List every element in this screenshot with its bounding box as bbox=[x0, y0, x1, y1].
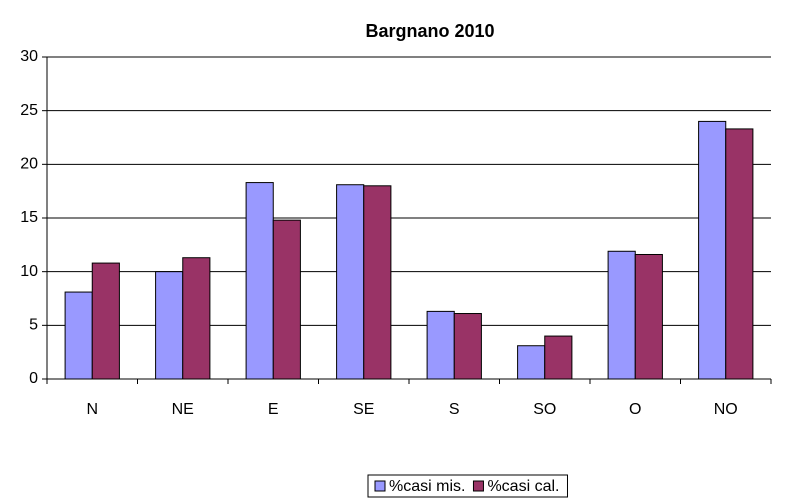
x-tick-label: NO bbox=[714, 401, 738, 418]
bar bbox=[336, 184, 365, 380]
y-tick-label: 20 bbox=[20, 156, 38, 173]
legend-swatch bbox=[374, 480, 386, 492]
x-tick-label: SE bbox=[353, 401, 374, 418]
x-tick-label: SO bbox=[533, 401, 556, 418]
legend-box bbox=[367, 474, 568, 498]
bar bbox=[725, 128, 754, 380]
bar bbox=[91, 262, 120, 380]
y-tick-label: 30 bbox=[20, 48, 38, 65]
bar bbox=[634, 253, 663, 380]
legend-label: %casi cal. bbox=[487, 478, 559, 495]
bar bbox=[426, 310, 455, 380]
y-tick-label: 15 bbox=[20, 209, 38, 226]
bar bbox=[155, 271, 184, 380]
bar bbox=[245, 182, 274, 380]
bar bbox=[363, 185, 392, 380]
x-tick-label: S bbox=[449, 401, 460, 418]
x-tick-label: N bbox=[86, 401, 98, 418]
x-tick-label: E bbox=[268, 401, 279, 418]
bar bbox=[517, 345, 546, 380]
legend-label: %casi mis. bbox=[389, 478, 465, 495]
y-tick-label: 25 bbox=[20, 102, 38, 119]
x-tick-label: O bbox=[629, 401, 641, 418]
y-tick-label: 10 bbox=[20, 263, 38, 280]
bar bbox=[698, 120, 727, 380]
bar bbox=[64, 291, 93, 380]
bar bbox=[182, 257, 211, 380]
bar bbox=[272, 219, 301, 380]
bar bbox=[453, 313, 482, 380]
bar bbox=[607, 250, 636, 380]
x-tick-label: NE bbox=[172, 401, 194, 418]
y-tick-label: 5 bbox=[29, 317, 38, 334]
bar bbox=[544, 335, 573, 380]
legend-swatch bbox=[472, 480, 484, 492]
y-tick-label: 0 bbox=[29, 370, 38, 387]
chart-title: Bargnano 2010 bbox=[365, 21, 494, 41]
